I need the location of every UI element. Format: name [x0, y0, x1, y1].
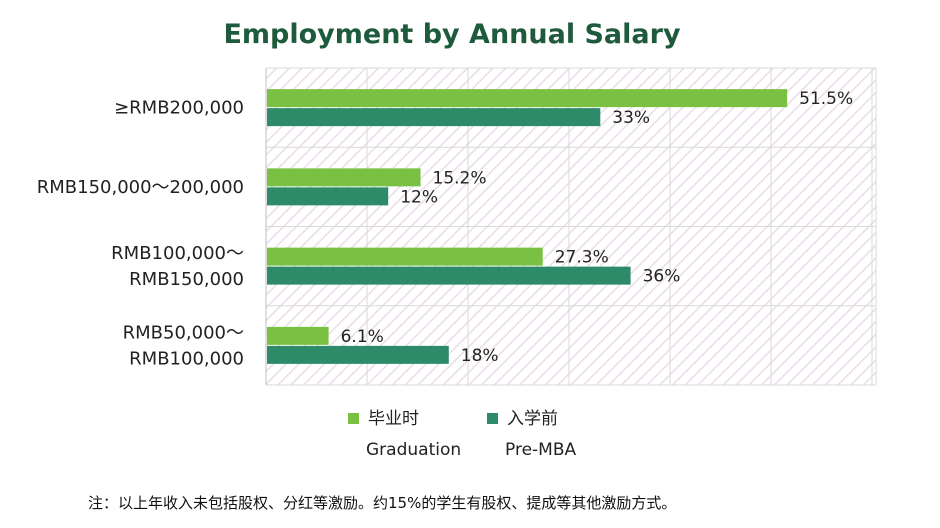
bar [267, 345, 449, 364]
legend-swatch [348, 413, 359, 424]
bar [267, 266, 631, 285]
legend-label: 入学前 [507, 409, 558, 429]
data-label: 6.1% [341, 327, 384, 347]
data-label: 36% [643, 267, 681, 287]
legend-label-en: Pre-MBA [505, 440, 576, 460]
category-label: RMB150,000～200,000 [37, 177, 244, 198]
data-label: 12% [400, 187, 438, 207]
category-label: RMB100,000～ [111, 243, 244, 264]
bar [267, 187, 389, 206]
legend-label: 毕业时 [368, 409, 419, 429]
data-label: 15.2% [433, 168, 487, 188]
category-label: RMB150,000 [129, 269, 244, 290]
data-label: 18% [461, 346, 499, 366]
legend-label-en: Graduation [366, 440, 461, 460]
bar [267, 247, 543, 266]
category-label: RMB100,000 [129, 348, 244, 369]
bar [267, 168, 421, 187]
data-label: 51.5% [799, 89, 853, 109]
bar [267, 326, 329, 345]
bar [267, 108, 601, 127]
data-label: 27.3% [555, 248, 609, 268]
data-label: 33% [612, 108, 650, 128]
footnote: 注：以上年收入未包括股权、分红等激励。约15%的学生有股权、提成等其他激励方式。 [88, 494, 676, 512]
category-label: ≥RMB200,000 [114, 98, 244, 119]
category-label: RMB50,000～ [123, 322, 244, 343]
chart-title: Employment by Annual Salary [223, 19, 681, 50]
bar [267, 89, 788, 108]
legend-swatch [487, 413, 498, 424]
legend: 毕业时 Graduation 入学前 Pre-MBA [348, 409, 576, 460]
